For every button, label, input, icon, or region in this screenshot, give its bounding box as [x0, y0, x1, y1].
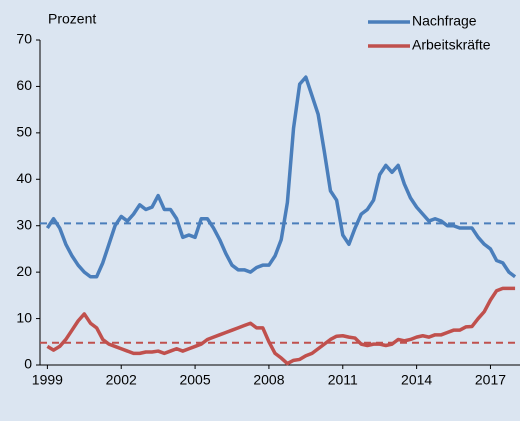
y-tick-label: 0: [24, 356, 32, 372]
x-tick-label: 2008: [253, 372, 284, 388]
y-tick-label: 20: [16, 263, 32, 279]
x-tick-label: 1999: [32, 372, 63, 388]
x-tick-label: 2011: [328, 372, 358, 388]
y-tick-label: 50: [16, 124, 32, 140]
y-tick-label: 60: [16, 77, 32, 93]
series-line: [45, 75, 517, 279]
y-tick-label: 70: [16, 31, 32, 47]
legend-label: Arbeitskräfte: [412, 37, 491, 53]
y-tick-label: 30: [16, 216, 32, 232]
x-tick-label: 2014: [401, 372, 432, 388]
x-tick-label: 2005: [179, 372, 210, 388]
legend-label: Nachfrage: [412, 13, 477, 29]
y-tick-label: 10: [16, 309, 32, 325]
y-tick-label: 40: [16, 170, 32, 186]
x-tick-label: 2002: [106, 372, 137, 388]
series-line: [46, 286, 516, 366]
x-tick-label: 2017: [475, 372, 506, 388]
y-axis-label: Prozent: [48, 11, 96, 27]
